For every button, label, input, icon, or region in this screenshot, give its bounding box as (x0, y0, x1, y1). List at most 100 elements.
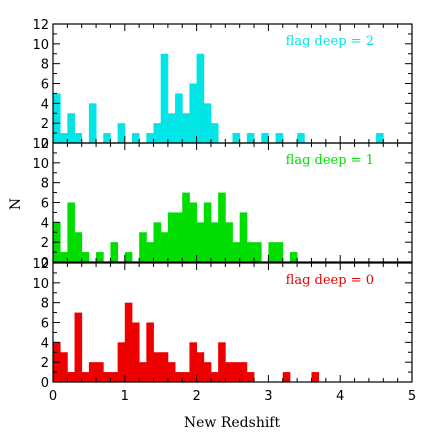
histogram-bar (182, 113, 190, 143)
histogram-bar (103, 372, 111, 382)
histogram-bar (81, 372, 90, 382)
panel-0: 0 2 4 6 8 10 12 flag deep = 2 (32, 18, 413, 152)
histogram-bar (232, 242, 241, 262)
histogram-bar (246, 242, 255, 262)
histogram-bar (189, 83, 197, 143)
histogram-bar (74, 312, 83, 382)
histogram-bar (167, 212, 176, 262)
histogram-bar (88, 103, 97, 143)
x-tick-label: 2 (192, 389, 200, 404)
y-tick-label: 4 (41, 97, 49, 112)
y-tick-label: 8 (41, 58, 49, 73)
histogram-panels: 0 2 4 6 8 10 12 flag deep = 2 0 2 4 6 8 10 12 flag deep… (32, 18, 413, 391)
histogram-bar (67, 372, 75, 382)
histogram-bar (239, 212, 248, 262)
histogram-bar (103, 133, 111, 143)
histogram-bar (189, 342, 197, 382)
histogram-bar (160, 232, 169, 262)
histogram-bar (81, 252, 90, 262)
y-tick-label: 10 (32, 157, 49, 172)
x-tick-label: 1 (121, 389, 129, 404)
x-axis-title: New Redshift (184, 415, 281, 431)
histogram-bar (275, 133, 284, 143)
histogram-bar (167, 362, 176, 382)
histogram-bar (175, 212, 183, 262)
panel-1: 0 2 4 6 8 10 12 flag deep = 1 (32, 137, 413, 271)
histogram-bar (124, 252, 133, 262)
histogram-bar (210, 372, 219, 382)
histogram-bar (275, 242, 284, 262)
histogram-bar (110, 372, 119, 382)
histogram-bar (96, 252, 104, 262)
x-tick-label: 5 (408, 389, 416, 404)
histogram-bar (96, 362, 104, 382)
histogram-bar (189, 202, 197, 262)
x-tick-label: 0 (49, 389, 57, 404)
histogram-bar (182, 192, 190, 262)
histogram-bar (282, 372, 291, 382)
histogram-bar (139, 232, 147, 262)
x-tick-label: 3 (264, 389, 272, 404)
y-tick-label: 6 (41, 78, 49, 93)
histogram-bar (203, 362, 212, 382)
histogram-bar (239, 362, 248, 382)
histogram-bar (160, 352, 169, 382)
histogram-bar (196, 352, 205, 382)
histogram-bar (203, 103, 212, 143)
histogram-bar (74, 133, 83, 143)
histogram-bar (146, 242, 154, 262)
histogram-bar (218, 342, 226, 382)
y-tick-label: 6 (41, 317, 49, 332)
y-tick-label: 2 (41, 356, 49, 371)
histogram-bar (289, 252, 298, 262)
y-tick-label: 2 (41, 236, 49, 251)
histogram-bar (153, 222, 162, 262)
histogram-bar (218, 192, 226, 262)
panel-2: 0 2 4 6 8 10 12 flag deep = 0 (32, 257, 413, 391)
y-tick-label: 4 (41, 336, 49, 351)
panel-label: flag deep = 0 (286, 273, 374, 288)
histogram-bar (203, 202, 212, 262)
panel-label: flag deep = 2 (286, 34, 374, 49)
histogram-bar (74, 232, 83, 262)
histogram-bar (196, 53, 205, 143)
histogram-bar (131, 322, 140, 382)
histogram-bar (117, 342, 126, 382)
histogram-bar (167, 113, 176, 143)
y-tick-label: 4 (41, 216, 49, 231)
y-tick-label: 12 (32, 137, 49, 152)
histogram-bar (153, 352, 162, 382)
histogram-bar (196, 222, 205, 262)
histogram-bar (67, 113, 75, 143)
histogram-bar (297, 133, 305, 143)
histogram-bar (225, 362, 233, 382)
histogram-bar (268, 242, 276, 262)
histogram-bar (53, 93, 61, 143)
y-tick-label: 0 (41, 376, 49, 391)
y-tick-label: 0 (41, 137, 49, 152)
histogram-bar (254, 242, 262, 262)
histogram-bar (175, 372, 183, 382)
histogram-bar (246, 133, 255, 143)
histogram-bar (232, 362, 241, 382)
histogram-bar (376, 133, 384, 143)
histogram-bar (131, 133, 140, 143)
histogram-bar (232, 133, 241, 143)
histogram-bar (60, 252, 68, 262)
histogram-bar (60, 133, 68, 143)
y-tick-label: 12 (32, 18, 49, 33)
histogram-bar (261, 133, 269, 143)
y-tick-label: 8 (41, 177, 49, 192)
histogram-bar (246, 372, 255, 382)
y-tick-label: 0 (41, 256, 49, 271)
x-axis-tick-labels: 0 1 2 3 4 5 (49, 389, 416, 404)
histogram-bar (175, 93, 183, 143)
histogram-bar (139, 362, 147, 382)
y-tick-label: 10 (32, 38, 49, 53)
histogram-bar (88, 362, 97, 382)
histogram-bar (153, 123, 162, 143)
histogram-bar (60, 352, 68, 382)
histogram-bar (182, 372, 190, 382)
histogram-bar (146, 322, 154, 382)
